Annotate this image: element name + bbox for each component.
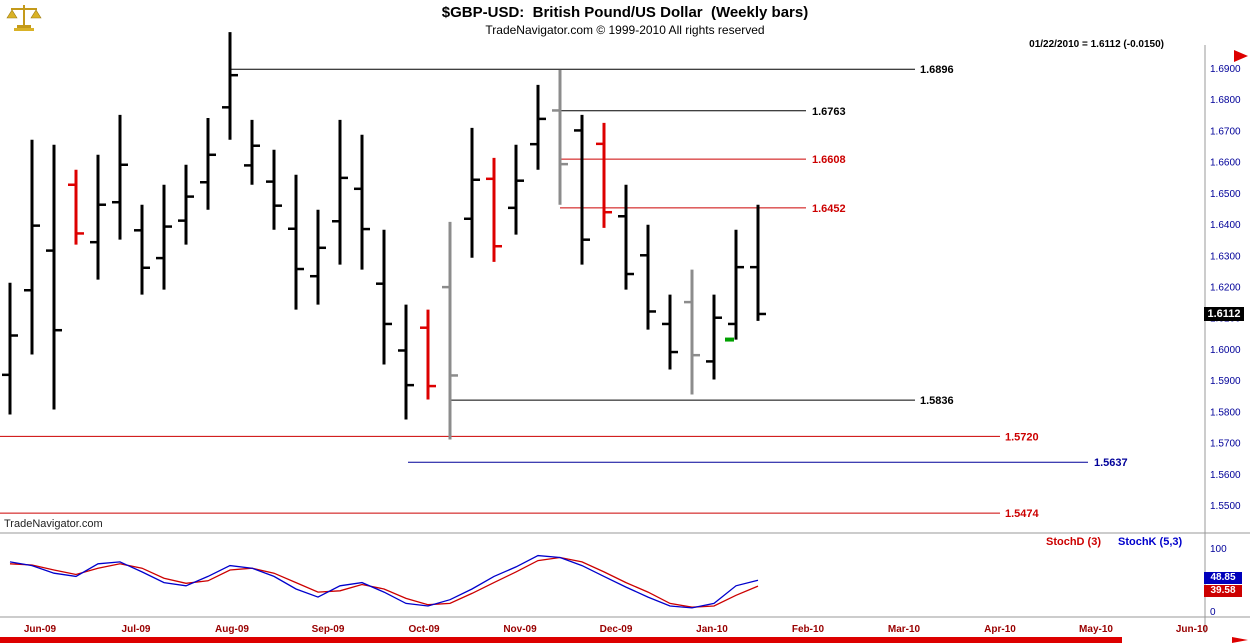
month-label: Nov-09 xyxy=(503,624,537,635)
stoch-d-label: StochD (3) xyxy=(1046,536,1101,548)
last-quote-text: 01/22/2010 = 1.6112 (-0.0150) xyxy=(1029,39,1164,50)
month-label: Dec-09 xyxy=(600,624,633,635)
month-label: Oct-09 xyxy=(408,624,440,635)
month-label: Apr-10 xyxy=(984,624,1016,635)
month-label: Jun-10 xyxy=(1176,624,1209,635)
month-label: Jan-10 xyxy=(696,624,728,635)
price-tick-label: 1.6000 xyxy=(1210,345,1241,356)
month-label: Mar-10 xyxy=(888,624,921,635)
price-tick-label: 1.5900 xyxy=(1210,376,1241,387)
signal-marker-icon xyxy=(725,337,734,342)
level-label: 1.5720 xyxy=(1005,431,1039,443)
price-tick-label: 1.6900 xyxy=(1210,64,1241,75)
axis-arrow-icon xyxy=(1234,50,1248,62)
price-tick-label: 1.6200 xyxy=(1210,283,1241,294)
price-tick-label: 1.6600 xyxy=(1210,158,1241,169)
month-label: Jul-09 xyxy=(122,624,151,635)
scales-logo-icon xyxy=(6,2,42,39)
month-label: May-10 xyxy=(1079,624,1113,635)
stoch-k-label: StochK (5,3) xyxy=(1118,536,1183,548)
stoch-tick-label: 0 xyxy=(1210,607,1216,618)
price-tick-label: 1.5700 xyxy=(1210,439,1241,450)
watermark-text: TradeNavigator.com xyxy=(4,518,103,530)
stoch-d-value-badge: 39.58 xyxy=(1204,585,1242,597)
price-tick-label: 1.6500 xyxy=(1210,189,1241,200)
price-tick-label: 1.5800 xyxy=(1210,407,1241,418)
chart-subtitle: TradeNavigator.com © 1999-2010 All right… xyxy=(485,23,765,37)
horizontal-scrollbar[interactable] xyxy=(0,637,1122,643)
level-label: 1.6896 xyxy=(920,64,954,76)
stoch-tick-label: 100 xyxy=(1210,544,1227,555)
stoch-d-line xyxy=(9,556,759,608)
price-tick-label: 1.6800 xyxy=(1210,95,1241,106)
price-tick-label: 1.6300 xyxy=(1210,251,1241,262)
month-label: Feb-10 xyxy=(792,624,825,635)
level-label: 1.6763 xyxy=(812,106,846,118)
price-tick-label: 1.6700 xyxy=(1210,126,1241,137)
stoch-k-line xyxy=(9,554,759,609)
month-label: Aug-09 xyxy=(215,624,249,635)
stoch-k-value-badge: 48.85 xyxy=(1204,572,1242,584)
last-price-badge: 1.6112 xyxy=(1204,307,1244,321)
level-label: 1.5836 xyxy=(920,395,954,407)
price-tick-label: 1.5500 xyxy=(1210,501,1241,512)
level-label: 1.5637 xyxy=(1094,457,1128,469)
level-label: 1.6608 xyxy=(812,154,846,166)
scroll-right-arrow-icon[interactable] xyxy=(1232,637,1248,643)
month-label: Sep-09 xyxy=(312,624,345,635)
price-tick-label: 1.6400 xyxy=(1210,220,1241,231)
price-tick-label: 1.5600 xyxy=(1210,470,1241,481)
level-label: 1.6452 xyxy=(812,203,846,215)
level-label: 1.5474 xyxy=(1005,508,1040,520)
month-label: Jun-09 xyxy=(24,624,57,635)
chart-title: $GBP-USD: British Pound/US Dollar (Weekl… xyxy=(441,4,809,21)
